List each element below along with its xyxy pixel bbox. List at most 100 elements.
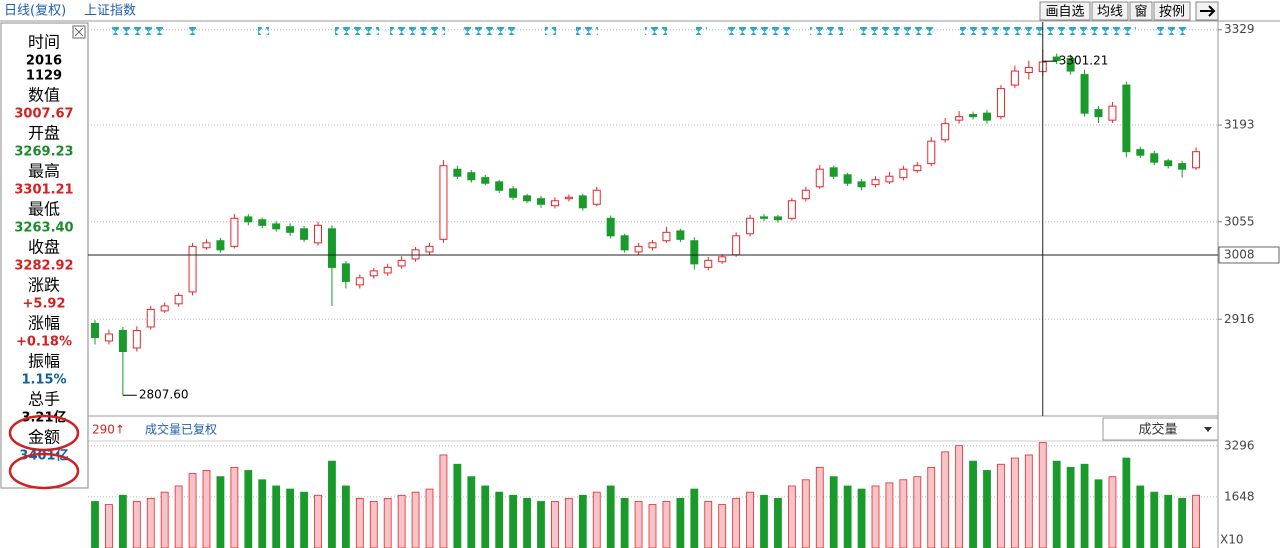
candle-body [1122, 84, 1131, 153]
candle-body [230, 217, 239, 247]
volume-bar [174, 485, 183, 548]
volume-bar [1122, 457, 1131, 548]
info-value: 3263.40 [14, 221, 73, 236]
candle-body [314, 224, 322, 244]
volume-bar [760, 494, 768, 548]
candle-body [104, 333, 113, 342]
volume-bar [704, 501, 713, 548]
candle-body [258, 219, 267, 226]
info-value: 1129 [26, 69, 62, 84]
chart-title: 日线(复权) [4, 3, 66, 19]
volume-bar [676, 497, 685, 548]
volume-bar [774, 497, 782, 548]
toolbar-button[interactable] [1039, 1, 1091, 21]
candle-body [955, 116, 964, 121]
volume-bar [1080, 463, 1089, 548]
volume-bar [202, 470, 211, 548]
volume-bar [439, 454, 448, 548]
candle-body [1108, 105, 1117, 121]
candle-body [495, 181, 504, 191]
volume-selector-label: 成交量 [1138, 422, 1177, 438]
volume-bar [955, 445, 964, 548]
volume-bar [690, 488, 699, 548]
volume-bar [509, 494, 518, 548]
candle-body [746, 217, 755, 235]
volume-bar [997, 463, 1005, 548]
volume-bar [857, 488, 866, 548]
volume-bar [815, 466, 824, 548]
candle-body [1080, 74, 1089, 114]
volume-selector[interactable] [1102, 417, 1219, 441]
info-value: +0.18% [16, 335, 72, 350]
candle-body [871, 179, 880, 186]
candle-body [1052, 56, 1061, 62]
candle-body [537, 198, 545, 205]
volume-tick-label: 1648 [1224, 489, 1255, 503]
toolbar-label: 均线 [1097, 5, 1123, 20]
volume-bar [1164, 494, 1173, 548]
volume-bar [1150, 491, 1159, 548]
candle-body [550, 200, 559, 207]
y-tick-label: 3193 [1224, 118, 1255, 132]
volume-bar [411, 491, 420, 548]
candle-body [1164, 160, 1173, 167]
volume-bar [300, 491, 308, 548]
candle-body [941, 123, 950, 141]
volume-bar [1010, 457, 1019, 548]
volume-bar [1136, 485, 1145, 548]
y-tick-label: 3329 [1224, 22, 1255, 36]
high-label: 3301.21 [1059, 54, 1109, 68]
candle-body [286, 226, 295, 233]
volume-bar [105, 504, 113, 548]
volume-bar [355, 497, 364, 548]
candle-body [732, 235, 741, 256]
volume-bar [537, 501, 545, 548]
volume-bar [620, 497, 629, 548]
candle-body [969, 114, 978, 118]
toolbar-button[interactable] [1153, 1, 1191, 21]
volume-unit: X10 [1220, 533, 1244, 547]
info-value: 3.21亿 [21, 410, 66, 426]
candle-body [773, 216, 782, 221]
volume-bar [983, 470, 991, 548]
volume-bar [1178, 497, 1187, 548]
info-label: 振幅 [28, 352, 60, 371]
volume-bar [1038, 442, 1047, 548]
volume-bar [495, 491, 504, 548]
candle-body [815, 168, 824, 188]
toolbar-label: 窗 [1134, 4, 1147, 20]
candle-body [760, 216, 768, 219]
volume-bar [160, 491, 169, 548]
volume-bar [564, 497, 573, 548]
candle-body [369, 270, 378, 277]
candle-body [662, 231, 671, 242]
volume-bar [941, 451, 950, 548]
candle-body [676, 230, 685, 240]
info-label: 涨幅 [28, 314, 60, 333]
candle-body [606, 217, 615, 237]
toolbar-label: 画自选 [1045, 5, 1084, 20]
candle-body [132, 329, 141, 349]
volume-bar [467, 476, 476, 548]
info-value: 3301.21 [14, 183, 73, 198]
candle-body [648, 242, 657, 249]
volume-bar [383, 497, 392, 548]
info-value: 3007.67 [14, 107, 73, 122]
info-label: 金额 [28, 428, 60, 447]
candle-body [564, 196, 573, 200]
toolbar-button[interactable] [1129, 1, 1153, 21]
candle-body [899, 168, 908, 179]
volume-bar [801, 479, 810, 548]
candle-body [341, 263, 350, 282]
volume-bar [1052, 460, 1061, 548]
volume-bar [662, 501, 671, 548]
low-label: 2807.60 [139, 388, 189, 402]
toolbar-button[interactable] [1091, 1, 1129, 21]
volume-bar [397, 494, 406, 548]
candle-body [634, 245, 643, 253]
candle-body [996, 88, 1005, 118]
toolbar: 画自选 均线窗按例 [1039, 1, 1191, 21]
volume-bar [551, 501, 559, 548]
